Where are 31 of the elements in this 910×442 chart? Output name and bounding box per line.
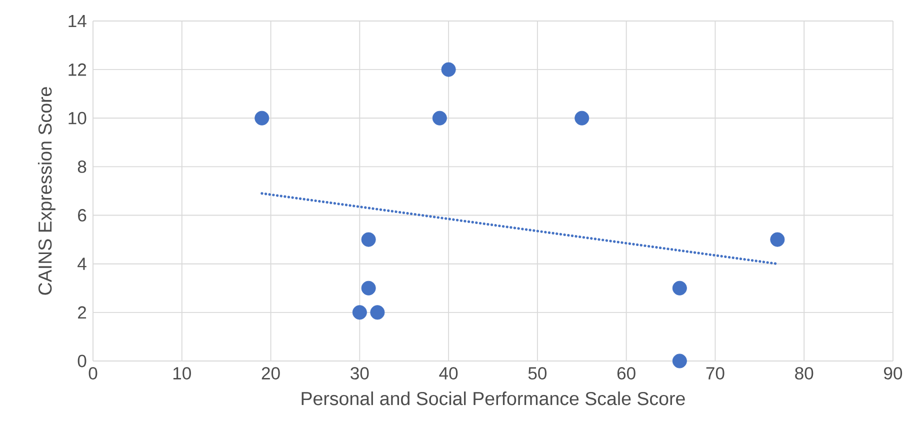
x-tick-label: 80 [795,367,814,380]
y-tick-label: 14 [68,14,86,28]
point [361,280,376,296]
point [574,110,590,126]
x-tick-label: 30 [350,367,369,380]
point [672,354,687,368]
point [361,232,376,247]
y-tick-label: 2 [78,306,86,319]
x-tick-label: 50 [528,367,547,380]
x-axis-title: Personal and Social Performance Scale Score [302,391,685,406]
y-tick-label: 0 [78,354,86,368]
point [370,305,385,320]
x-tick-label: 90 [884,367,902,380]
x-tick-label: 10 [173,367,191,380]
y-tick-label: 10 [68,112,86,124]
y-tick-label: 8 [78,160,86,173]
point [432,110,447,126]
y-axis-title: CAINS Expression Score [38,87,56,295]
point [672,280,687,296]
point [254,110,270,126]
x-tick-label: 40 [439,367,458,380]
x-tick-label: 20 [262,367,280,380]
x-tick-label: 70 [706,367,724,380]
point [441,62,456,77]
x-tick-label: 60 [617,367,636,380]
x-tick-label: 0 [88,367,98,380]
point [352,305,367,320]
y-tick-label: 12 [68,63,86,76]
y-tick-label: 4 [78,258,86,270]
y-tick-label: 6 [78,209,86,222]
point [770,232,785,247]
